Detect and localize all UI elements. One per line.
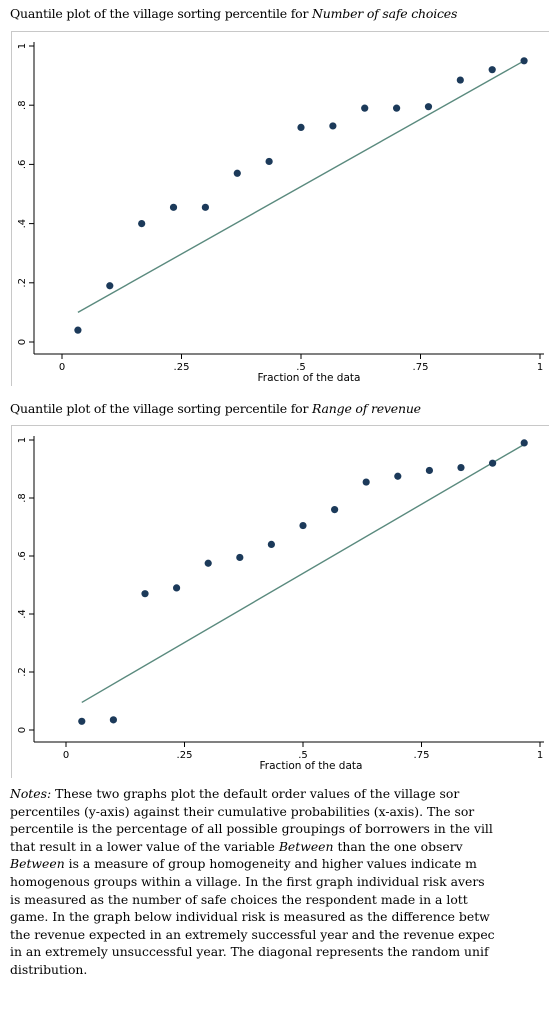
chart2-range-of-revenue: 0 .2 .4 .6 .8 1 0 .25 .5 .75 1 Fraction of the data xyxy=(17,436,544,772)
data-point xyxy=(138,220,146,228)
figure2-caption: Quantile plot of the village sorting per… xyxy=(10,401,421,416)
x-tick-label: 1 xyxy=(537,362,543,373)
notes-line-7: is measured as the number of safe choice… xyxy=(10,891,468,907)
notes-line-5-variable: Between xyxy=(10,856,65,872)
data-point xyxy=(488,66,496,74)
y-tick-label: .4 xyxy=(17,219,28,229)
data-point xyxy=(425,466,434,475)
y-tick-label: 1 xyxy=(17,437,28,443)
data-point xyxy=(233,169,241,177)
data-point xyxy=(361,104,369,112)
data-point xyxy=(489,459,497,467)
x-tick-label: .75 xyxy=(414,750,430,761)
uniform-diagonal-line xyxy=(77,60,525,314)
y-tick-label: .6 xyxy=(17,551,28,561)
y-tick-label: 1 xyxy=(17,43,28,49)
figure1-caption-variable: Number of safe choices xyxy=(312,6,458,21)
data-point xyxy=(204,559,212,567)
notes-line-6: homogenous groups within a village. In t… xyxy=(10,873,485,889)
notes-line-10: in an extremely unsuccessful year. The d… xyxy=(10,944,489,960)
data-point xyxy=(78,717,86,725)
data-point xyxy=(362,478,370,486)
figure2-caption-text: Quantile plot of the village sorting per… xyxy=(10,401,313,416)
notes: Notes: These two graphs plot the default… xyxy=(10,785,549,979)
data-point xyxy=(299,521,307,530)
notes-line-9: the revenue expected in an extremely suc… xyxy=(10,926,495,942)
x-tick-label: 1 xyxy=(537,750,543,761)
data-point xyxy=(106,282,114,290)
data-point xyxy=(265,157,273,166)
x-tick-label: .5 xyxy=(298,750,308,761)
data-point xyxy=(169,203,178,211)
notes-line-3: percentile is the percentage of all poss… xyxy=(10,821,493,837)
data-point xyxy=(236,553,244,562)
data-point xyxy=(331,506,339,514)
figure2-caption-variable: Range of revenue xyxy=(312,401,421,416)
data-point xyxy=(141,590,149,598)
chart2-frame: 0 .2 .4 .6 .8 1 0 .25 .5 .75 1 Fraction of the data xyxy=(11,425,549,778)
y-tick-label: .8 xyxy=(17,100,28,110)
data-point xyxy=(329,122,337,130)
data-point xyxy=(201,203,209,211)
chart1-safe-choices: 0 .2 .4 .6 .8 1 0 .25 .5 .75 1 Fraction of the data xyxy=(17,42,544,384)
data-point xyxy=(267,540,275,548)
data-point xyxy=(456,76,464,84)
data-point xyxy=(424,103,433,111)
data-point xyxy=(520,57,528,65)
notes-line-4a: that result in a lower value of the vari… xyxy=(10,838,279,854)
data-point xyxy=(457,463,465,472)
notes-line-11: distribution. xyxy=(10,961,88,977)
data-point xyxy=(297,123,305,131)
data-point xyxy=(172,584,181,592)
data-point xyxy=(394,472,402,480)
data-point xyxy=(109,716,117,724)
x-tick-label: .25 xyxy=(174,362,190,373)
notes-line-5b: is a measure of group homogeneity and hi… xyxy=(64,856,477,872)
y-tick-label: .2 xyxy=(17,278,28,288)
notes-line-4-variable: Between xyxy=(278,838,334,854)
x-tick-label: 0 xyxy=(63,750,69,761)
y-tick-label: 0 xyxy=(17,727,28,733)
y-tick-label: .2 xyxy=(17,667,28,677)
x-axis-title: Fraction of the data xyxy=(260,760,363,772)
x-tick-label: 0 xyxy=(59,362,65,373)
notes-line-2: percentiles (y-axis) against their cumul… xyxy=(10,803,475,819)
y-tick-label: .8 xyxy=(17,493,28,503)
x-tick-label: .75 xyxy=(413,362,429,373)
figure1-caption: Quantile plot of the village sorting per… xyxy=(10,6,457,21)
data-point xyxy=(393,104,401,112)
notes-line-1: These two graphs plot the default order … xyxy=(55,786,460,801)
notes-line-8: game. In the graph below individual risk… xyxy=(10,909,490,925)
figure1-caption-text: Quantile plot of the village sorting per… xyxy=(10,6,313,21)
data-point xyxy=(520,439,528,447)
uniform-diagonal-line xyxy=(81,443,525,704)
y-tick-label: 0 xyxy=(17,339,28,345)
notes-line-4c: than the one observ xyxy=(333,838,463,854)
x-tick-label: .25 xyxy=(177,750,193,761)
x-axis-title: Fraction of the data xyxy=(258,372,361,384)
notes-label: Notes: xyxy=(10,786,52,801)
x-tick-label: .5 xyxy=(296,362,306,373)
chart1-frame: 0 .2 .4 .6 .8 1 0 .25 .5 .75 1 Fraction of the data xyxy=(11,31,549,386)
y-tick-label: .4 xyxy=(17,609,28,619)
y-tick-label: .6 xyxy=(17,160,28,170)
data-point xyxy=(74,326,82,334)
